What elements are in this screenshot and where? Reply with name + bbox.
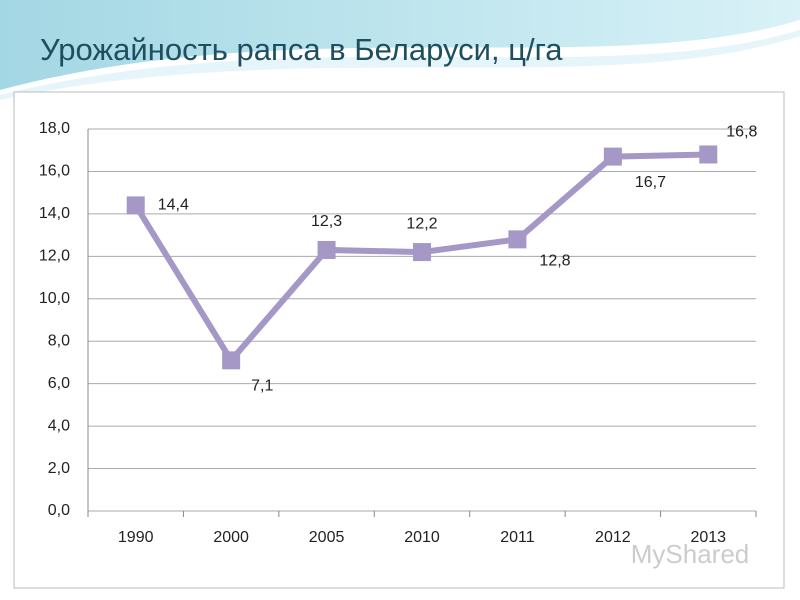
watermark: MyShared <box>631 539 750 569</box>
data-label: 16,8 <box>726 124 757 141</box>
data-label: 16,7 <box>635 174 666 191</box>
y-tick-label: 14,0 <box>39 205 70 222</box>
x-tick-label: 2011 <box>500 529 535 546</box>
x-tick-label: 2012 <box>595 529 631 546</box>
point-marker <box>317 240 336 259</box>
x-tick-label: 2000 <box>213 529 249 546</box>
point-marker <box>508 230 527 249</box>
y-tick-label: 0,0 <box>48 502 70 519</box>
chart-title: Урожайность рапса в Беларуси, ц/га <box>40 32 563 67</box>
x-tick-label: 1990 <box>118 529 154 546</box>
data-label: 7,1 <box>251 378 273 395</box>
header-wave <box>0 0 800 90</box>
y-tick-label: 12,0 <box>39 248 70 265</box>
x-tick-label: 2005 <box>309 529 345 546</box>
y-tick-label: 18,0 <box>39 120 70 137</box>
y-tick-label: 4,0 <box>48 417 70 434</box>
data-label: 12,2 <box>406 215 437 232</box>
y-tick-label: 2,0 <box>48 460 70 477</box>
y-tick-label: 16,0 <box>39 163 70 180</box>
data-label: 12,3 <box>311 213 342 230</box>
point-marker <box>413 243 431 262</box>
y-tick-label: 10,0 <box>39 290 70 307</box>
point-marker <box>699 145 718 164</box>
point-marker <box>222 351 241 370</box>
point-marker <box>603 147 622 166</box>
x-tick-label: 2010 <box>404 529 440 546</box>
data-label: 14,4 <box>158 197 189 214</box>
point-marker <box>126 196 145 215</box>
x-tick-label: 2013 <box>690 529 726 546</box>
data-label: 12,8 <box>539 253 570 270</box>
chart-frame <box>13 91 785 589</box>
y-tick-label: 6,0 <box>48 375 70 392</box>
y-tick-label: 8,0 <box>48 332 70 349</box>
header-wave <box>0 30 800 100</box>
